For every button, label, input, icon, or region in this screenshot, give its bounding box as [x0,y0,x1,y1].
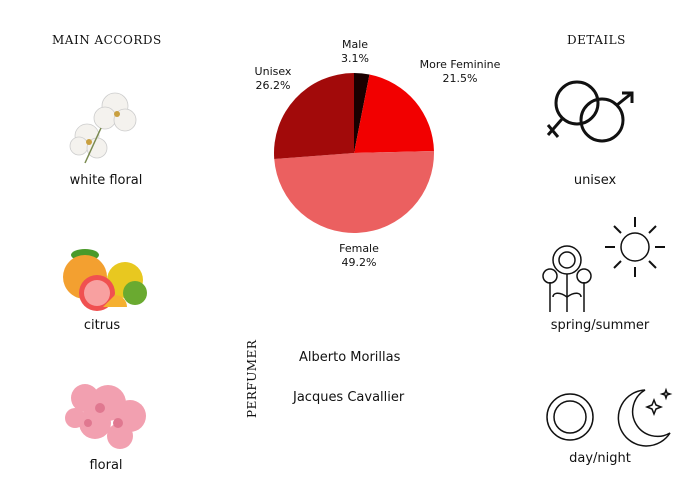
detail-label: spring/summer [550,318,650,333]
flowers-sun-icon [542,217,665,312]
detail-label: day/night [569,451,631,466]
sun-moon-icon [546,387,673,447]
white-orchid-image [69,92,137,164]
pie-label-male: Male 3.1% [341,38,369,65]
pie-slice-female [274,150,434,233]
pie-label-female: Female 49.2% [339,242,379,269]
citrus-fruits-image [63,249,147,311]
gender-pie-chart [274,73,434,233]
pie-label-unisex: Unisex 26.2% [254,65,292,92]
gender-symbols-icon [546,80,634,143]
accord-label: floral [89,458,123,473]
pie-slice-male [354,73,370,153]
perfumer-name: Alberto Morillas [299,350,401,365]
accord-label: citrus [83,318,121,333]
detail-label: unisex [573,173,617,188]
pie-slice-unisex [274,73,354,160]
main-accords-title: MAIN ACCORDS [52,33,162,47]
perfumer-title: PERFUMER [245,339,259,418]
pink-carnation-image [65,384,146,449]
pie-label-more-feminine: More Feminine 21.5% [419,58,501,85]
perfumer-name: Jacques Cavallier [293,390,405,405]
accord-label: white floral [69,173,143,188]
details-title: DETAILS [567,33,626,47]
pie-slice-more-feminine [354,74,434,153]
